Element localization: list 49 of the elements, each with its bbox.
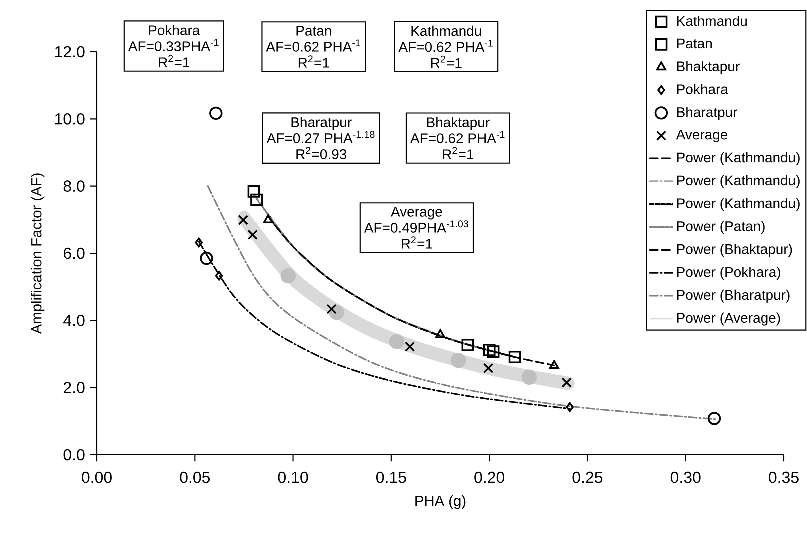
text: Pokhara <box>149 25 200 36</box>
text: AF=0.33PHA$^{-1}$ <box>128 39 219 52</box>
x-tick-label: 0.15 <box>376 472 406 484</box>
legend-label: Power (Kathmandu) <box>677 152 800 166</box>
legend-label: Power (Bharatpur) <box>677 290 790 303</box>
legend-label: Power (Kathmandu) <box>677 198 800 212</box>
x-tick-label: 0.20 <box>474 472 505 484</box>
annotation: Bharatpur <box>292 117 352 130</box>
annotation: AF=0.49PHA$^{-1.03}$ <box>364 220 468 233</box>
legend-label: Average <box>676 130 728 143</box>
x-tick-label: 0.30 <box>670 472 701 484</box>
legend-label: Bharatpur <box>677 107 738 120</box>
annotation: R$^{2}$=1 <box>431 56 462 68</box>
annotation: R$^{2}$=1 <box>443 147 474 160</box>
y-tick-label: 4.0 <box>64 314 85 326</box>
y-tick-label: 12.0 <box>55 46 85 58</box>
y-axis-title: Amplification Factor (AF) <box>31 174 45 334</box>
legend-label: Bhaktapur <box>677 61 740 74</box>
text: Patan <box>296 26 332 36</box>
annotation: R$^{2}$=1 <box>402 236 432 249</box>
legend-label: Power (Patan) <box>677 221 765 234</box>
y-tick-label: 0.0 <box>64 449 85 461</box>
x-tick-label: 0.10 <box>278 472 308 484</box>
legend-label: Power (Kathmandu) <box>677 175 800 188</box>
legend-label: Power (Bhaktapur) <box>677 244 792 258</box>
legend-label: Kathmandu <box>677 16 747 26</box>
x-tick-label: 0.35 <box>769 472 799 484</box>
annotation: Bhaktapur <box>427 117 490 130</box>
legend-label: Patan <box>677 38 712 49</box>
text: Kathmandu <box>412 26 482 36</box>
legend-label: Pokhara <box>677 84 728 94</box>
annotation: AF=0.27 PHA$^{-1.18}$ <box>266 131 375 144</box>
annotation: R$^{2}$=1 <box>159 55 190 68</box>
legend-label: Power (Average) <box>677 312 780 326</box>
annotation: AF=0.62 PHA$^{-1}$ <box>410 131 505 144</box>
legend-label: Power (Pokhara) <box>677 266 780 280</box>
y-tick-label: 10.0 <box>55 114 85 125</box>
x-tick-label: 0.05 <box>180 472 210 484</box>
annotation: R$^{2}$=1 <box>298 56 330 68</box>
annotation: Average <box>391 207 442 220</box>
x-tick-label: 0.00 <box>82 472 112 484</box>
y-tick-label: 8.0 <box>64 180 85 192</box>
annotation: AF=0.62 PHA$^{-1}$ <box>398 40 493 52</box>
annotation: R$^{2}$=0.93 <box>296 147 347 160</box>
x-axis-title: PHA (g) <box>416 496 466 510</box>
y-tick-label: 2.0 <box>64 382 85 394</box>
x-tick-label: 0.25 <box>572 472 603 484</box>
text: AF=0.62 PHA$^{-1}$ <box>266 40 360 52</box>
y-tick-label: 6.0 <box>64 248 85 260</box>
